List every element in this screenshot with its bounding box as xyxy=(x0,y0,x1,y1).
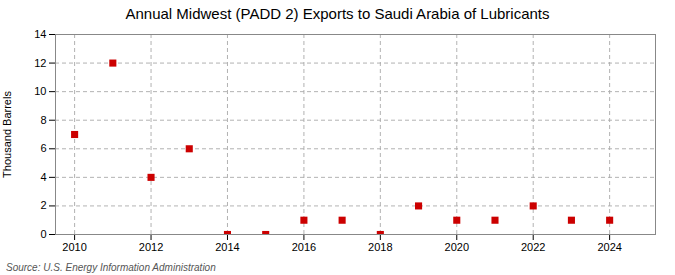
svg-text:4: 4 xyxy=(40,171,46,183)
svg-text:2014: 2014 xyxy=(215,241,239,253)
svg-text:2016: 2016 xyxy=(292,241,316,253)
svg-text:8: 8 xyxy=(40,114,46,126)
svg-text:14: 14 xyxy=(34,28,46,40)
svg-text:2022: 2022 xyxy=(521,241,545,253)
svg-text:2: 2 xyxy=(40,199,46,211)
svg-text:2012: 2012 xyxy=(139,241,163,253)
svg-text:6: 6 xyxy=(40,142,46,154)
svg-text:10: 10 xyxy=(34,85,46,97)
svg-text:2010: 2010 xyxy=(62,241,86,253)
svg-text:12: 12 xyxy=(34,57,46,69)
svg-text:2024: 2024 xyxy=(597,241,621,253)
svg-text:2018: 2018 xyxy=(368,241,392,253)
html-text:Annual Midwest (PADD 2) Export: Annual Midwest (PADD 2) Exports to Saudi… xyxy=(125,5,550,22)
svg-text:0: 0 xyxy=(40,228,46,240)
svg-text:2020: 2020 xyxy=(445,241,469,253)
svg-text:Thousand Barrels: Thousand Barrels xyxy=(1,91,13,178)
html-text:Source: U.S. Energy Informatio: Source: U.S. Energy Information Administ… xyxy=(6,262,216,273)
